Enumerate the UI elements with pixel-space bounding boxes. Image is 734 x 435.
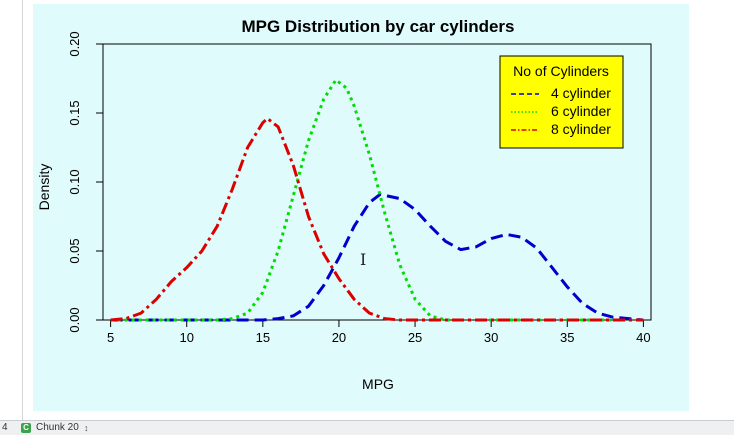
plot-area: 5 10 15 20 25 30 35 40 0.00 0.05 0.10 0.15 0.20 [67,31,652,345]
x-tick-label: 10 [179,330,193,345]
y-tick-label: 0.05 [67,238,82,263]
legend: No of Cylinders 4 cylinder 6 cylinder 8 cy… [499,55,624,149]
editor-statusbar: 4 C Chunk 20 ↕ [0,420,734,435]
legend-title: No of Cylinders [513,63,609,79]
chunk-selector[interactable]: Chunk 20 [36,422,79,433]
chunk-selector-arrows-icon[interactable]: ↕ [84,423,89,433]
series-line-1 [110,192,644,322]
x-tick-label: 20 [332,330,346,345]
plot-panel: MPG Distribution by car cylinders 5 10 15 2… [33,4,689,411]
legend-label-1: 4 cylinder [551,85,611,101]
chart-title: MPG Distribution by car cylinders [241,17,514,36]
x-tick-label: 15 [256,330,270,345]
legend-label-2: 6 cylinder [551,103,611,119]
series-line-2 [110,78,644,322]
x-tick-label: 25 [408,330,422,345]
legend-label-3: 8 cylinder [551,121,611,137]
mpg-density-chart: MPG Distribution by car cylinders 5 10 15 2… [36,17,652,392]
x-tick-label: 5 [107,330,114,345]
y-tick-label: 0.15 [67,100,82,125]
x-tick-label: 30 [484,330,498,345]
chunk-icon: C [21,423,31,433]
series-line-3 [110,117,644,322]
x-axis-label: MPG [362,376,394,392]
line-number: 4 [2,422,8,433]
y-tick-label: 0.10 [67,169,82,194]
text-cursor-icon: I [360,250,367,269]
y-tick-label: 0.20 [67,31,82,56]
y-axis-label: Density [36,164,52,211]
editor-gutter [0,0,23,420]
x-tick-label: 40 [636,330,650,345]
legend-box [499,55,624,149]
x-tick-label: 35 [560,330,574,345]
y-tick-label: 0.00 [67,307,82,332]
